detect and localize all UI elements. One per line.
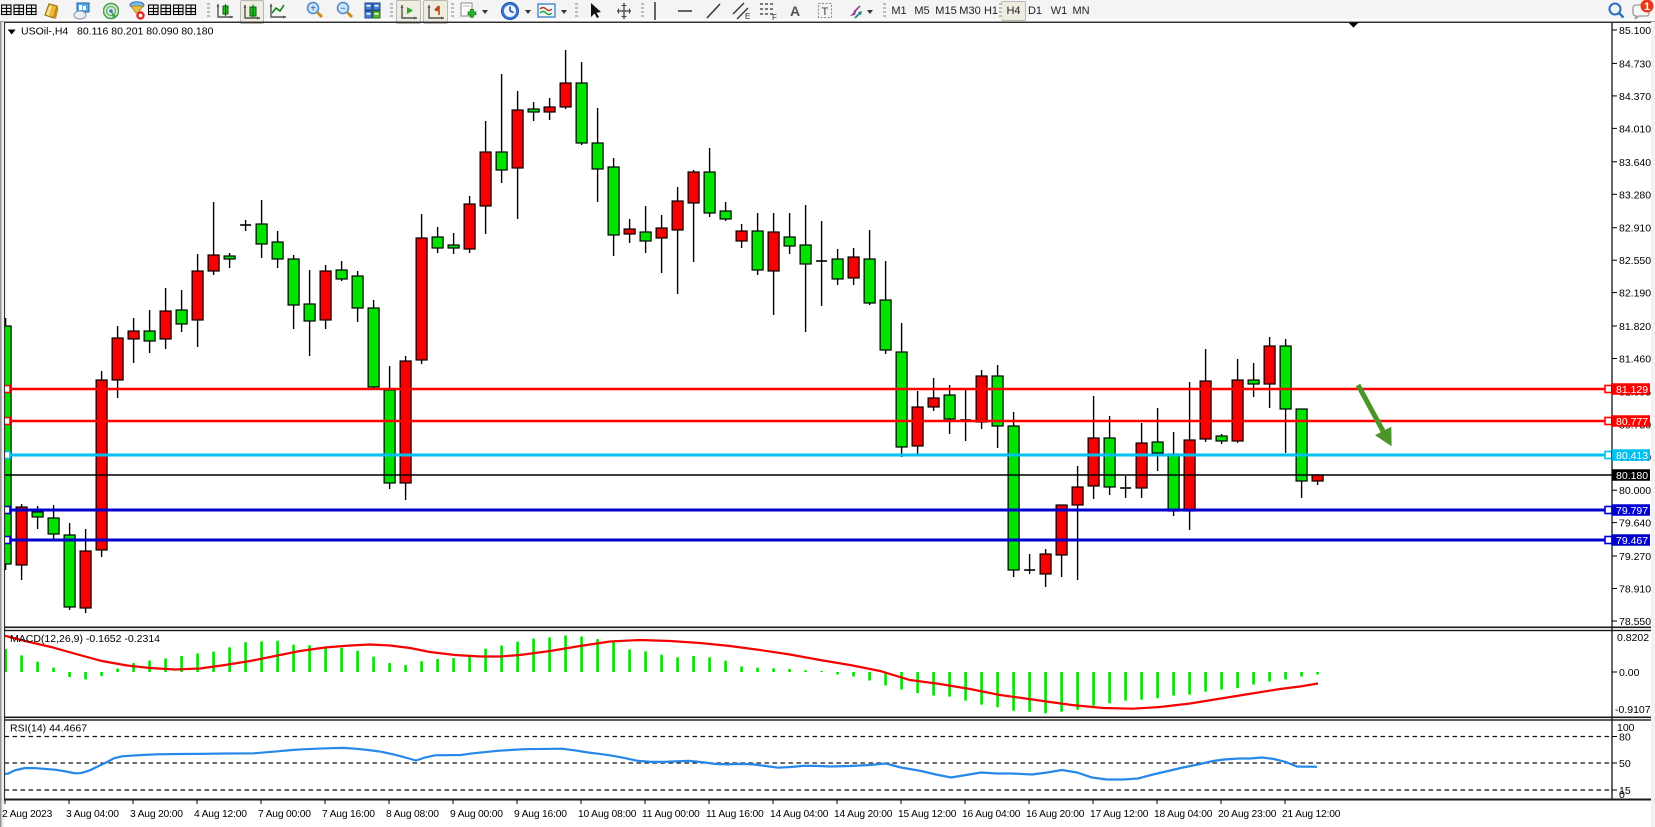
svg-text:−: −: [340, 4, 346, 15]
svg-text:80.000: 80.000: [1619, 485, 1651, 497]
svg-text:0.8202: 0.8202: [1617, 632, 1649, 644]
svg-text:RSI(14) 44.4667: RSI(14) 44.4667: [10, 723, 87, 735]
svg-text:3 Aug 04:00: 3 Aug 04:00: [66, 809, 119, 820]
svg-text:+: +: [310, 4, 316, 15]
svg-text:82.190: 82.190: [1619, 288, 1651, 300]
svg-text:84.370: 84.370: [1619, 91, 1651, 103]
svg-text:11 Aug 16:00: 11 Aug 16:00: [706, 809, 764, 820]
svg-text:80.413: 80.413: [1616, 450, 1648, 462]
svg-text:80.180: 80.180: [1616, 470, 1648, 482]
svg-text:79.270: 79.270: [1619, 551, 1651, 563]
svg-text:0.00: 0.00: [1619, 667, 1640, 679]
svg-text:9 Aug 16:00: 9 Aug 16:00: [514, 809, 567, 820]
svg-text:10 Aug 08:00: 10 Aug 08:00: [578, 809, 637, 820]
svg-text:81.820: 81.820: [1619, 321, 1651, 333]
svg-text:85.100: 85.100: [1619, 25, 1651, 37]
svg-text:79.640: 79.640: [1619, 518, 1651, 530]
svg-text:T: T: [822, 6, 829, 18]
svg-text:7 Aug 16:00: 7 Aug 16:00: [322, 809, 375, 820]
svg-text:81.129: 81.129: [1616, 384, 1648, 396]
svg-text:0: 0: [1619, 789, 1625, 801]
svg-text:-0.9107: -0.9107: [1615, 704, 1651, 716]
svg-text:16 Aug 04:00: 16 Aug 04:00: [962, 809, 1021, 820]
svg-text:84.730: 84.730: [1619, 58, 1651, 70]
svg-text:50: 50: [1619, 758, 1631, 770]
svg-text:82.550: 82.550: [1619, 255, 1651, 267]
svg-text:82.910: 82.910: [1619, 223, 1651, 235]
svg-text:14 Aug 04:00: 14 Aug 04:00: [770, 809, 829, 820]
svg-text:15 Aug 12:00: 15 Aug 12:00: [898, 809, 957, 820]
svg-text:4 Aug 12:00: 4 Aug 12:00: [194, 809, 247, 820]
svg-text:E: E: [745, 12, 750, 21]
svg-text:USOil-,H4 80.116 80.201 80.0: USOil-,H4 80.116 80.201 80.090 80.180: [21, 26, 214, 38]
svg-text:100: 100: [1617, 722, 1635, 734]
svg-text:78.550: 78.550: [1619, 616, 1651, 628]
svg-text:F: F: [772, 13, 777, 22]
svg-text:20 Aug 23:00: 20 Aug 23:00: [1218, 809, 1277, 820]
svg-text:79.467: 79.467: [1616, 535, 1648, 547]
svg-text:8 Aug 08:00: 8 Aug 08:00: [386, 809, 439, 820]
svg-text:16 Aug 20:00: 16 Aug 20:00: [1026, 809, 1085, 820]
svg-text:18 Aug 04:00: 18 Aug 04:00: [1154, 809, 1213, 820]
svg-text:1: 1: [1644, 1, 1650, 13]
svg-text:83.640: 83.640: [1619, 157, 1651, 169]
svg-text:11 Aug 00:00: 11 Aug 00:00: [642, 809, 700, 820]
svg-text:MACD(12,26,9) -0.1652 -0.2314: MACD(12,26,9) -0.1652 -0.2314: [10, 633, 160, 645]
svg-text:2 Aug 2023: 2 Aug 2023: [2, 809, 53, 820]
svg-text:81.460: 81.460: [1619, 354, 1651, 366]
svg-text:21 Aug 12:00: 21 Aug 12:00: [1282, 809, 1341, 820]
svg-text:83.280: 83.280: [1619, 189, 1651, 201]
svg-text:9 Aug 00:00: 9 Aug 00:00: [450, 809, 503, 820]
svg-text:15: 15: [1619, 785, 1631, 797]
svg-text:3 Aug 20:00: 3 Aug 20:00: [130, 809, 183, 820]
svg-text:78.910: 78.910: [1619, 584, 1651, 596]
svg-text:84.010: 84.010: [1619, 123, 1651, 135]
svg-text:14 Aug 20:00: 14 Aug 20:00: [834, 809, 893, 820]
svg-text:80.777: 80.777: [1616, 416, 1648, 428]
svg-text:17 Aug 12:00: 17 Aug 12:00: [1090, 809, 1149, 820]
svg-text:79.797: 79.797: [1616, 505, 1648, 517]
svg-text:7 Aug 00:00: 7 Aug 00:00: [258, 809, 311, 820]
svg-text:80: 80: [1619, 732, 1631, 744]
